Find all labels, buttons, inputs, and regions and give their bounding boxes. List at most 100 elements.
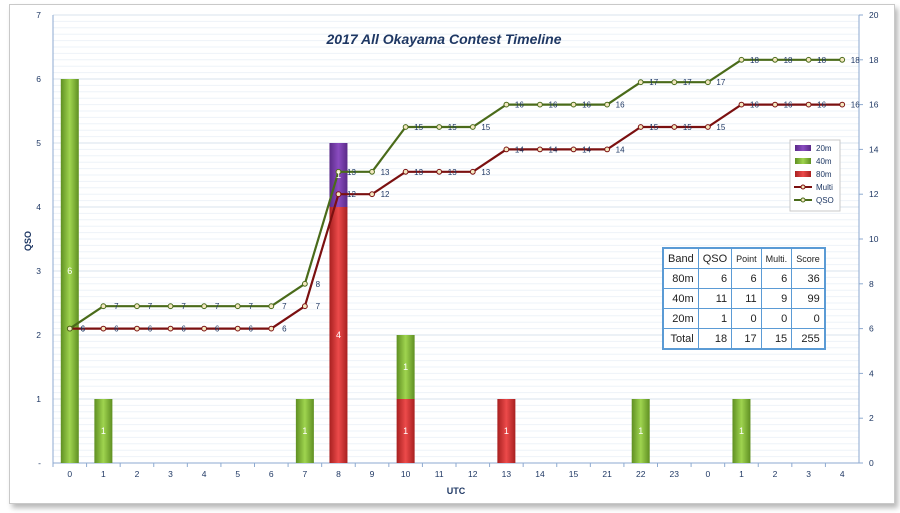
point-label-qso: 16: [616, 101, 625, 110]
point-qso: [301, 280, 308, 287]
x-tick-label: 2: [135, 469, 140, 479]
point-label-qso: 8: [316, 280, 321, 289]
point-qso: [201, 303, 208, 310]
y2-tick-label: 2: [869, 413, 874, 423]
point-label-qso: 13: [381, 168, 390, 177]
point-label-multi: 6: [215, 325, 220, 334]
table-cell: 15: [760, 328, 793, 350]
x-tick-label: 4: [202, 469, 207, 479]
point-qso: [537, 101, 543, 108]
point-label-multi: 14: [515, 145, 524, 154]
legend-label: QSO: [816, 196, 834, 205]
point-multi: [436, 168, 443, 175]
point-multi: [637, 124, 644, 130]
legend-label: 20m: [816, 144, 832, 153]
x-tick-label: 2: [773, 469, 778, 479]
table-row: 40m 11 11 9 99: [662, 288, 826, 309]
bar-value-label: 1: [101, 426, 106, 436]
x-tick-label: 0: [706, 469, 711, 479]
point-label-qso: 16: [515, 101, 524, 110]
line-multi: [69, 103, 843, 330]
point-multi: [503, 146, 510, 153]
x-tick-label: 1: [739, 469, 744, 479]
table-row: Total 18 17 15 255: [662, 328, 826, 350]
legend-swatch-40m: [795, 158, 811, 164]
table-cell: 6: [697, 268, 733, 289]
table-cell: 6: [760, 268, 793, 289]
y2-tick-label: 8: [869, 279, 874, 289]
bar-80m: [396, 399, 415, 463]
point-qso: [805, 56, 812, 63]
score-table: Band QSO Point Multi. Score 80m 6 6 6 36…: [662, 247, 826, 350]
point-qso: [134, 303, 140, 310]
point-qso: [469, 124, 476, 130]
table-cell: 11: [697, 288, 733, 309]
point-qso: [772, 56, 778, 63]
legend-label: 40m: [816, 157, 832, 166]
legend-swatch-80m: [795, 171, 811, 177]
x-tick-label: 10: [401, 469, 411, 479]
point-label-multi: 13: [448, 168, 457, 177]
x-tick-label: 15: [569, 469, 579, 479]
x-tick-label: 5: [235, 469, 240, 479]
table-cell: 17: [731, 328, 762, 350]
point-qso: [268, 303, 275, 310]
point-label-qso: 7: [248, 302, 253, 311]
point-label-qso: 18: [750, 56, 759, 65]
point-label-multi: 6: [181, 325, 186, 334]
x-tick-label: 1: [101, 469, 106, 479]
point-multi: [570, 146, 577, 153]
point-label-qso: 17: [649, 78, 658, 87]
point-label-qso: 15: [414, 123, 423, 132]
point-label-multi: 15: [716, 123, 725, 132]
point-label-qso: 15: [481, 123, 490, 132]
point-label-qso: 7: [114, 302, 119, 311]
table-row: 20m 1 0 0 0: [662, 308, 826, 329]
point-multi: [704, 124, 711, 130]
point-label-qso: 15: [448, 123, 457, 132]
x-tick-label: 0: [67, 469, 72, 479]
point-label-qso: 7: [181, 302, 186, 311]
x-tick-label: 22: [636, 469, 646, 479]
table-cell: 99: [791, 288, 826, 309]
table-cell: 20m: [662, 308, 699, 329]
point-multi: [134, 325, 140, 332]
y-tick-label: 4: [36, 202, 41, 212]
point-label-multi: 16: [817, 101, 826, 110]
legend-marker-multi: [800, 184, 806, 190]
x-tick-label: 11: [435, 469, 444, 479]
point-label-qso: 6: [81, 325, 86, 334]
x-tick-label: 21: [602, 469, 612, 479]
point-multi: [604, 146, 611, 153]
y-tick-label: -: [38, 458, 41, 468]
bar-40m: [60, 79, 79, 463]
table-cell: 1: [697, 308, 733, 329]
point-multi: [805, 101, 812, 108]
bar-value-label: 6: [67, 266, 72, 276]
point-multi: [167, 325, 174, 332]
y2-tick-label: 12: [869, 189, 879, 199]
table-cell: 6: [731, 268, 762, 289]
point-label-multi: 6: [114, 325, 119, 334]
table-cell: 40m: [662, 288, 699, 309]
point-multi: [234, 325, 241, 332]
y2-tick-label: 10: [869, 234, 879, 244]
point-label-multi: 12: [347, 190, 356, 199]
table-cell: 9: [760, 288, 793, 309]
x-tick-label: 3: [806, 469, 811, 479]
point-label-multi: 12: [381, 190, 390, 199]
bar-40m: [396, 335, 415, 399]
bar-40m: [631, 399, 650, 463]
legend-marker-qso: [800, 197, 806, 203]
x-tick-label: 14: [535, 469, 545, 479]
point-label-qso: 7: [282, 302, 287, 311]
y-tick-label: 6: [36, 74, 41, 84]
y2-tick-label: 16: [869, 100, 879, 110]
y-axis-title: QSO: [23, 231, 33, 251]
point-label-qso: 17: [716, 78, 725, 87]
header-score: Score: [791, 247, 826, 269]
table-cell: 0: [791, 308, 826, 329]
table-cell: Total: [662, 328, 699, 350]
x-tick-label: 13: [502, 469, 512, 479]
